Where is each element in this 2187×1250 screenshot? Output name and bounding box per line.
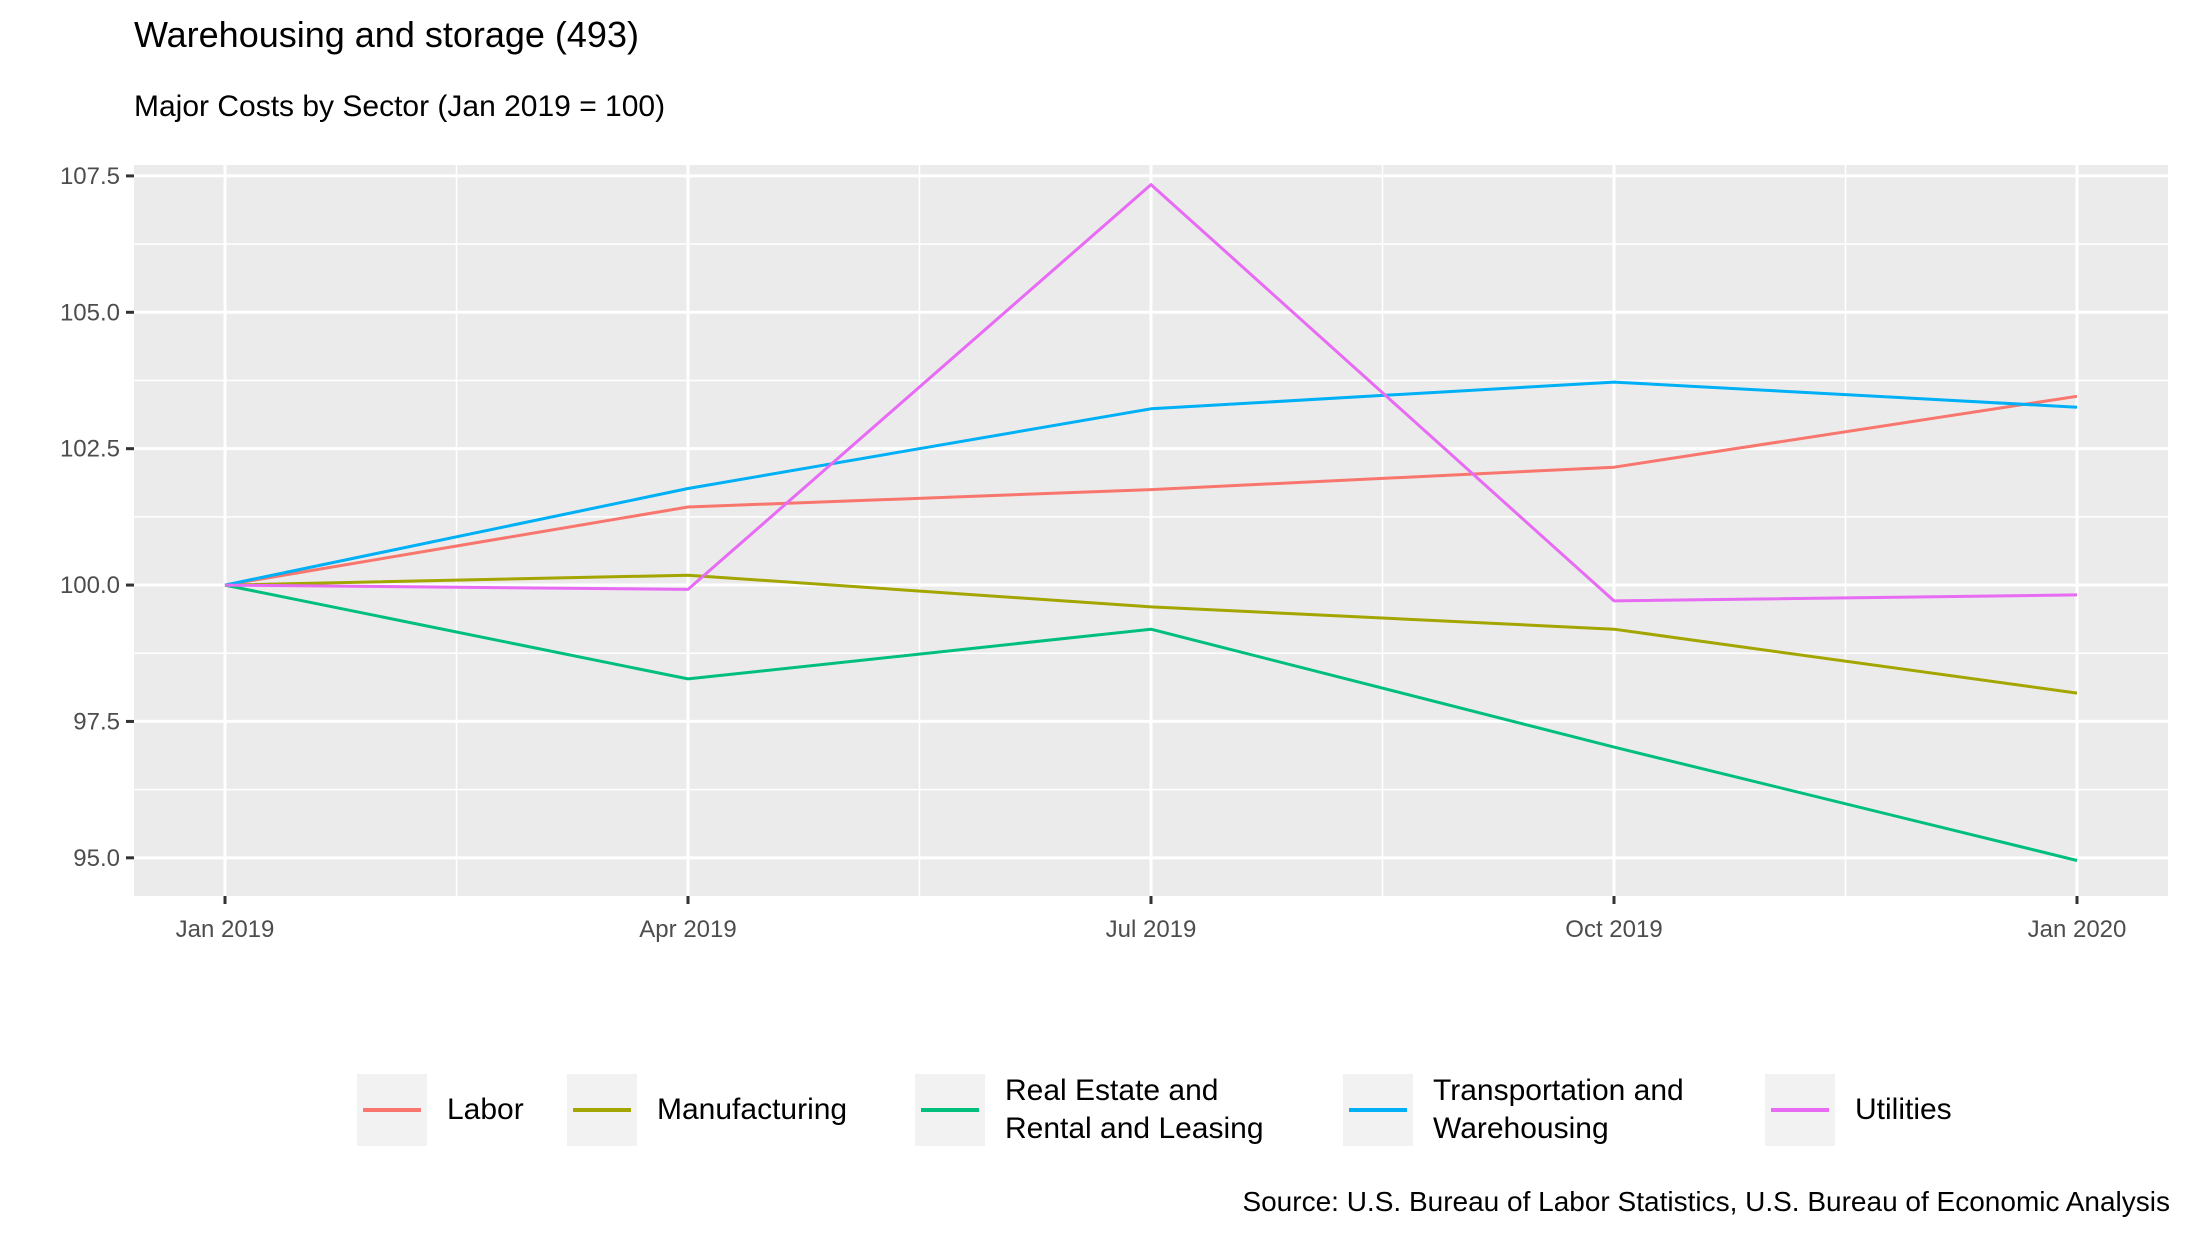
legend-key [915, 1074, 985, 1146]
legend-item-utilities: Utilities [1765, 1074, 1952, 1146]
series-line-labor [224, 394, 2078, 587]
legend-line-labor [363, 1108, 421, 1112]
x-tick-label: Jul 2019 [1106, 916, 1197, 943]
legend-key [357, 1074, 427, 1146]
legend-key [1343, 1074, 1413, 1146]
y-tick-label: 105.0 [60, 299, 120, 326]
legend-label: Labor [447, 1093, 524, 1126]
legend-item-transportation: Transportation and Warehousing [1343, 1074, 1684, 1146]
legend-item-real-estate: Real Estate and Rental and Leasing [915, 1074, 1264, 1146]
line-chart: 95.0 97.5 100.0 102.5 105.0 107.5 Jan 2019 Apr… [60, 163, 2168, 943]
series-line-utilities [224, 183, 2078, 603]
x-tick-label: Jan 2019 [176, 916, 275, 943]
series-lines [224, 183, 2078, 862]
legend-item-labor: Labor [357, 1074, 524, 1146]
chart-subtitle: Major Costs by Sector (Jan 2019 = 100) [134, 90, 666, 123]
x-tick-label: Jan 2020 [2028, 916, 2127, 943]
legend-line-real-estate [921, 1108, 979, 1112]
legend-line-manufacturing [573, 1108, 631, 1112]
chart-title: Warehousing and storage (493) [134, 14, 639, 55]
legend-line-transportation [1349, 1108, 1407, 1112]
source-caption: Source: U.S. Bureau of Labor Statistics,… [1242, 1186, 2170, 1217]
legend-label: Transportation and Warehousing [1433, 1074, 1684, 1145]
legend-item-manufacturing: Manufacturing [567, 1074, 847, 1146]
x-tick-label: Oct 2019 [1565, 916, 1662, 943]
legend-line-utilities [1771, 1108, 1829, 1112]
y-axis: 95.0 97.5 100.0 102.5 105.0 107.5 [60, 163, 134, 872]
legend-key [567, 1074, 637, 1146]
series-line-real-estate-and-rental-and-leasing [224, 583, 2078, 862]
y-tick-label: 97.5 [73, 708, 120, 735]
y-tick-label: 102.5 [60, 436, 120, 463]
x-axis: Jan 2019 Apr 2019 Jul 2019 Oct 2019 Jan 2020 [176, 896, 2127, 943]
legend-label: Real Estate and Rental and Leasing [1005, 1074, 1264, 1145]
legend: Labor Manufacturing Real Estate and Rent… [0, 1074, 2187, 1154]
major-gridlines [134, 165, 2168, 896]
series-line-manufacturing [224, 573, 2078, 695]
y-tick-label: 107.5 [60, 163, 120, 190]
y-tick-label: 95.0 [73, 845, 120, 872]
legend-label: Utilities [1855, 1093, 1952, 1126]
legend-key [1765, 1074, 1835, 1146]
y-tick-label: 100.0 [60, 572, 120, 599]
x-tick-label: Apr 2019 [639, 916, 736, 943]
legend-label: Manufacturing [657, 1093, 848, 1126]
series-line-transportation-and-warehousing [224, 380, 2078, 587]
